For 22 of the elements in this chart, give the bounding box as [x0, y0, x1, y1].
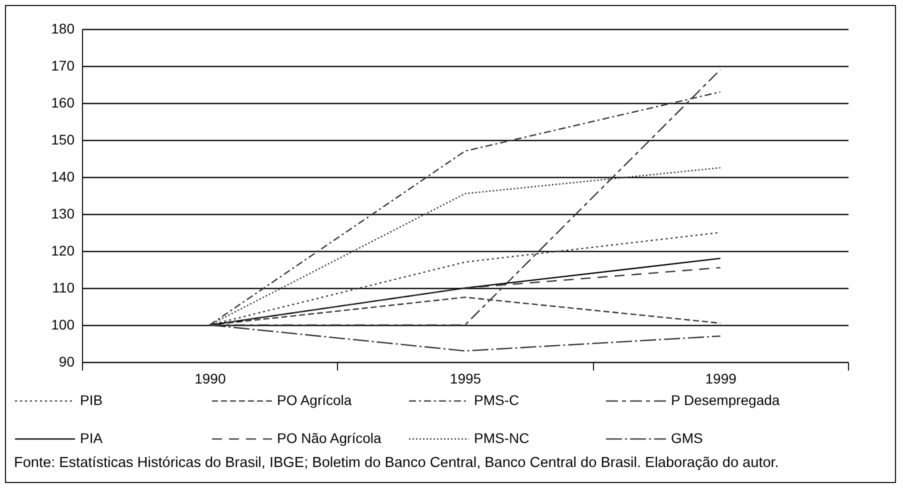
x-tick-label: 1995	[450, 370, 482, 386]
x-tick-label: 1999	[705, 370, 737, 386]
legend-label: P Desempregada	[671, 392, 780, 408]
legend-label: PO Não Agrícola	[277, 430, 382, 446]
legend-label: PIA	[80, 430, 104, 446]
y-tick-label: 100	[51, 316, 75, 332]
y-tick-label: 160	[51, 94, 75, 110]
legend-label: PIB	[80, 392, 103, 408]
y-tick-label: 150	[51, 132, 75, 148]
y-tick-label: 170	[51, 58, 75, 74]
source-note: Fonte: Estatísticas Históricas do Brasil, IBGE; Boletim do Banco Central, Banco Central do Brasil. Elaboração do autor.	[14, 455, 779, 471]
legend-label: PMS-NC	[474, 430, 530, 446]
x-tick-label: 1990	[194, 370, 226, 386]
legend-label: GMS	[671, 430, 703, 446]
y-tick-label: 90	[58, 354, 75, 370]
y-tick-label: 110	[52, 280, 75, 296]
y-tick-label: 140	[51, 168, 75, 184]
y-tick-label: 120	[51, 242, 75, 258]
y-tick-label: 180	[51, 20, 75, 36]
legend-label: PO Agrícola	[277, 392, 352, 408]
y-tick-label: 130	[51, 206, 75, 222]
legend-label: PMS-C	[474, 392, 520, 408]
